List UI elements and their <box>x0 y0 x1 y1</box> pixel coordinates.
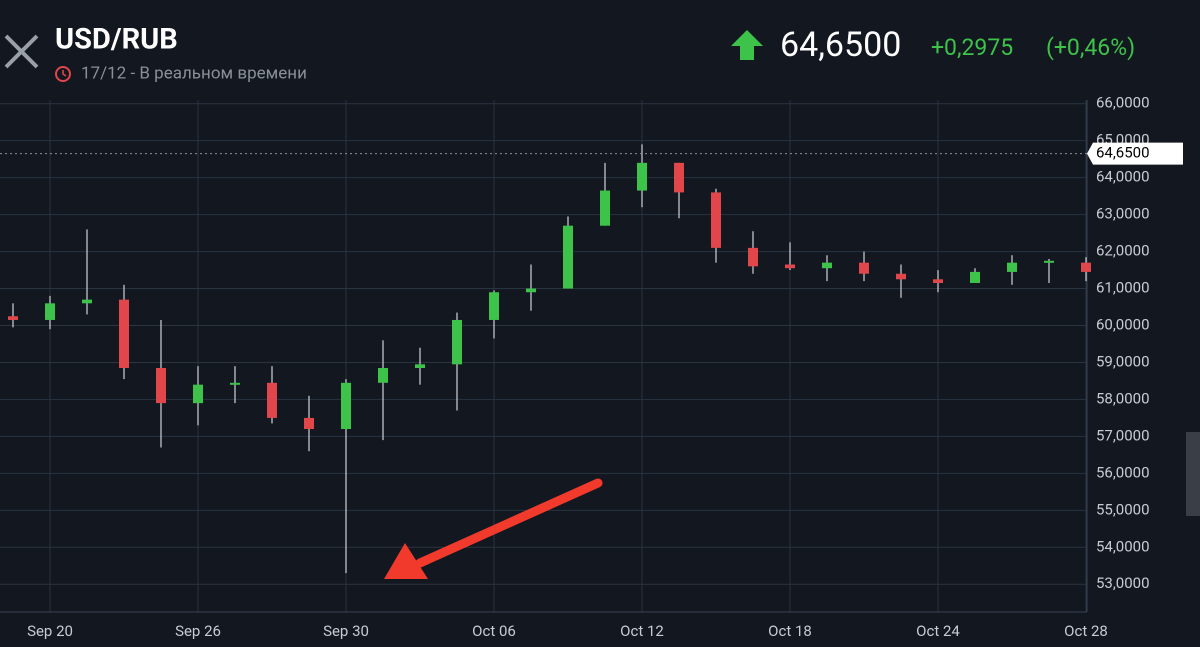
candle-body <box>637 162 647 191</box>
candle-body <box>674 162 684 193</box>
x-tick-label: Sep 26 <box>175 622 221 640</box>
candle-body <box>526 288 536 293</box>
y-tick-label: 66,0000 <box>1096 94 1150 112</box>
subtitle: 17/12 - В реальном времени <box>81 63 307 83</box>
price-change: +0,2975 <box>931 34 1013 61</box>
x-tick-label: Oct 28 <box>1064 622 1108 640</box>
clock-face <box>55 66 71 82</box>
candle-body <box>896 273 906 280</box>
x-tick-label: Sep 30 <box>323 622 369 640</box>
y-tick-label: 63,0000 <box>1096 205 1150 223</box>
y-tick-label: 62,0000 <box>1096 242 1150 260</box>
y-tick-label: 58,0000 <box>1096 389 1150 407</box>
y-tick-label: 64,0000 <box>1096 168 1150 186</box>
scrollbar[interactable] <box>1186 432 1200 516</box>
candle-body <box>378 368 388 383</box>
candle-body <box>341 382 351 430</box>
candle-body <box>193 384 203 404</box>
candle-body <box>1007 262 1017 272</box>
candle-body <box>156 368 166 404</box>
annotation-arrow <box>384 478 603 579</box>
candle-body <box>489 292 499 320</box>
clock-icon <box>55 66 71 82</box>
close-icon <box>4 34 39 69</box>
symbol-title: USD/RUB <box>55 23 178 57</box>
y-tick-label: 59,0000 <box>1096 352 1150 370</box>
y-tick-label: 55,0000 <box>1096 500 1150 518</box>
arrow-head <box>384 543 428 579</box>
clock-hands <box>62 70 67 77</box>
plot-area <box>0 100 1087 612</box>
y-tick-label: 61,0000 <box>1096 279 1150 297</box>
x-tick-label: Oct 12 <box>620 622 664 640</box>
plot: 53,0000 54,0000 55,0000 56,0000 57,0000 58,00… <box>0 94 1183 640</box>
candle-body <box>933 279 943 283</box>
x-tick-label: Oct 18 <box>768 622 812 640</box>
close-button[interactable] <box>4 34 39 69</box>
candle-body <box>452 319 462 365</box>
candle-body <box>822 262 832 269</box>
candle-body <box>304 417 314 430</box>
y-tick-label: 56,0000 <box>1096 463 1150 481</box>
candle-body <box>600 190 610 226</box>
x-tick-label: Oct 06 <box>472 622 516 640</box>
up-arrow-icon <box>731 30 763 60</box>
candle-body <box>119 299 129 369</box>
candle-body <box>1044 260 1054 263</box>
candle-body <box>970 271 980 283</box>
candle-body <box>230 382 240 385</box>
candle-body <box>8 316 18 320</box>
x-tick-label: Oct 24 <box>916 622 960 640</box>
y-tick-label: 60,0000 <box>1096 315 1150 333</box>
last-price-label: 64,6500 <box>1096 144 1150 162</box>
candle-body <box>1081 262 1091 272</box>
y-tick-label: 54,0000 <box>1096 537 1150 555</box>
arrow-shaft <box>415 478 603 568</box>
price-change-percent: (+0,46%) <box>1046 34 1135 61</box>
y-tick-label: 57,0000 <box>1096 426 1150 444</box>
candle-body <box>45 303 55 320</box>
y-tick-label: 53,0000 <box>1096 574 1150 592</box>
candle-body <box>415 364 425 369</box>
candle-body <box>711 192 721 248</box>
candle-body <box>748 247 758 267</box>
candle-body <box>82 299 92 304</box>
candle-body <box>563 225 573 289</box>
last-price-tag <box>1087 142 1183 165</box>
candle-body <box>267 382 277 418</box>
candle-body <box>785 264 795 269</box>
candle-body <box>859 262 869 274</box>
price: 64,6500 <box>780 25 901 65</box>
x-tick-label: Sep 20 <box>27 622 73 640</box>
